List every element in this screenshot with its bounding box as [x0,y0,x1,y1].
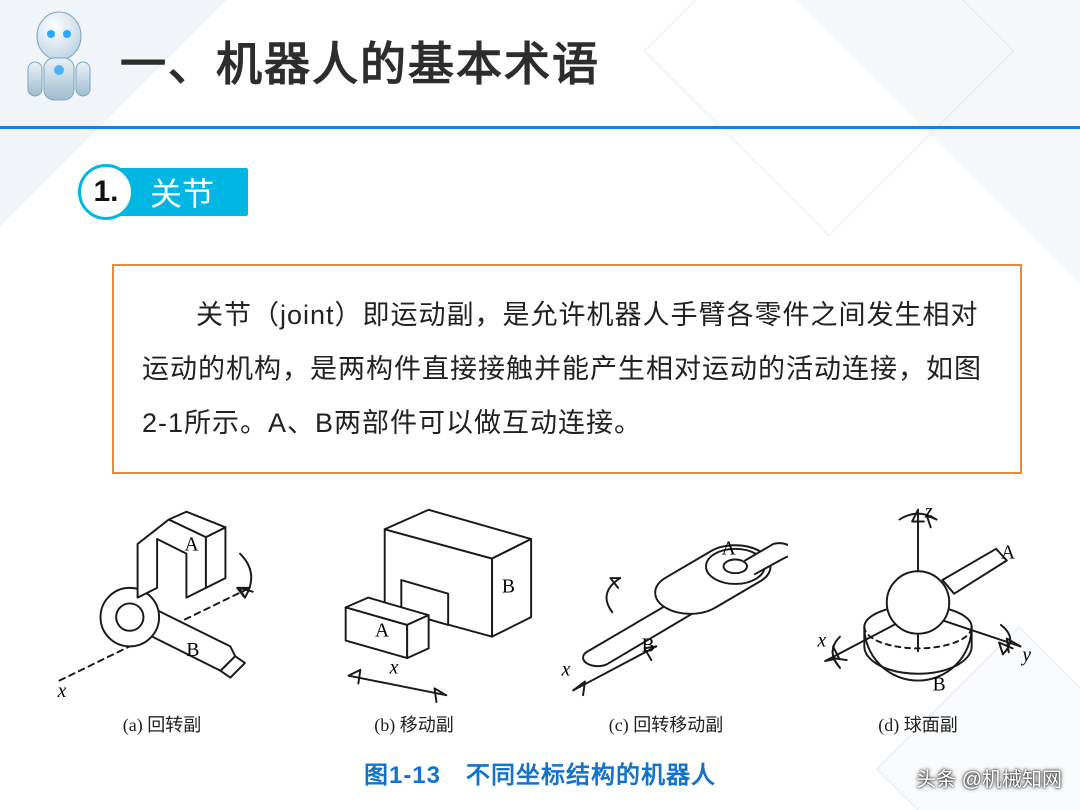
label-axis-z: z [924,502,933,523]
figure-item-b: A B x (b) 移动副 [292,500,536,737]
label-B: B [642,635,655,656]
title-underline [0,126,1080,129]
label-axis-x: x [561,660,571,681]
figure-title: 图1-13 不同坐标结构的机器人 [40,755,1040,790]
figure-caption-b: (b) 移动副 [374,711,454,737]
definition-box: 关节（joint）即运动副，是允许机器人手臂各零件之间发生相对运动的机构，是两构… [112,264,1022,474]
figure: A B x (a) 回转副 [40,500,1040,790]
label-axis-x: x [389,658,399,679]
watermark: 头条 @机械知网 [916,763,1062,792]
figure-caption-a: (a) 回转副 [123,711,201,737]
label-B: B [186,640,199,661]
slide-header: 一、机器人的基本术语 [0,0,1080,130]
label-axis-x: x [816,630,826,651]
label-A: A [184,535,198,556]
figure-caption-c: (c) 回转移动副 [609,711,723,737]
figure-item-d: A B x y z (d) 球面副 [796,500,1040,737]
label-A: A [722,539,736,560]
figure-item-c: A B x (c) 回转移动副 [544,500,788,737]
label-axis-x: x [57,681,67,702]
label-axis-y: y [1020,645,1031,666]
section-heading: 1. 关节 [78,164,1080,220]
figure-caption-d: (d) 球面副 [878,711,958,737]
slide-title: 一、机器人的基本术语 [120,28,1080,94]
label-A: A [375,621,389,642]
figure-item-a: A B x (a) 回转副 [40,500,284,737]
section-number-badge: 1. [78,164,134,220]
label-A: A [1001,543,1015,564]
label-B: B [933,674,946,695]
label-B: B [502,577,515,598]
robot-icon [14,10,104,120]
